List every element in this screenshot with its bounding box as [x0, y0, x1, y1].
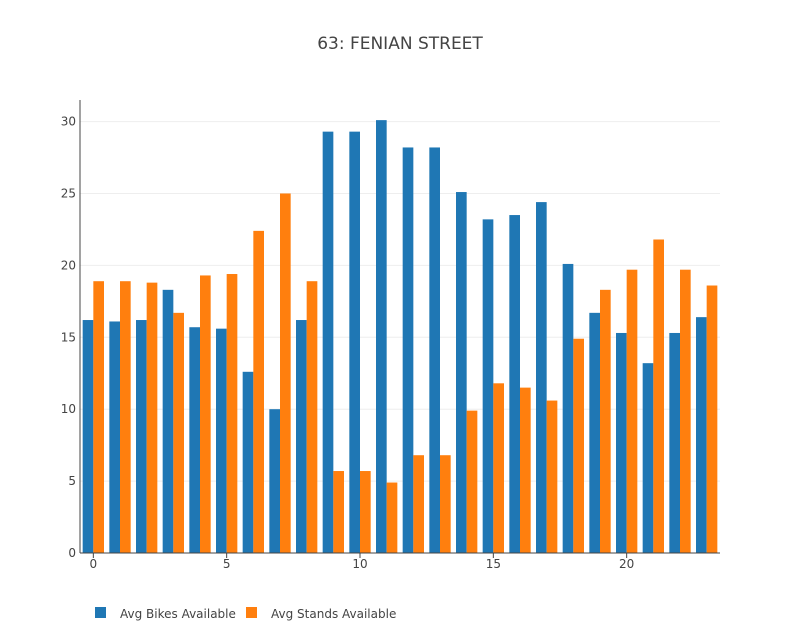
- chart-title: 63: FENIAN STREET: [317, 34, 483, 54]
- bar-stands: [93, 281, 104, 553]
- bar-stands: [466, 410, 478, 553]
- bar-bikes: [216, 328, 227, 553]
- bar-bikes: [402, 147, 414, 553]
- bar-stands: [280, 193, 291, 554]
- legend-label: Avg Bikes Available: [120, 607, 236, 621]
- bar-stands: [626, 269, 638, 553]
- bar-bikes: [429, 147, 440, 553]
- bar-bikes: [669, 332, 680, 553]
- legend: Avg Bikes Available Avg Stands Available: [95, 607, 396, 621]
- axes: 0 5 10 15 20 25 30 0 5 10 15 20: [61, 100, 720, 571]
- bar-stands: [306, 281, 318, 553]
- bar-stands: [200, 275, 211, 553]
- bar-bikes: [616, 332, 627, 553]
- grid-lines: [80, 121, 720, 482]
- x-tick-label: 15: [486, 557, 501, 571]
- y-tick-label: 20: [61, 258, 76, 272]
- bar-stands: [413, 455, 424, 553]
- y-tick-label: 10: [61, 402, 76, 416]
- bar-bikes: [189, 327, 200, 553]
- bar-bikes: [296, 320, 307, 553]
- bar-bikes: [376, 120, 387, 553]
- y-tick-label: 30: [61, 115, 76, 129]
- bar-bikes: [322, 131, 334, 553]
- bar-stands: [360, 471, 371, 553]
- bar-stands: [546, 400, 558, 553]
- bar-stands: [120, 281, 131, 553]
- bar-stands: [146, 282, 158, 553]
- legend-label: Avg Stands Available: [271, 607, 396, 621]
- bar-bikes: [482, 219, 494, 554]
- bar-stands: [493, 383, 504, 553]
- bar-bikes: [696, 317, 707, 553]
- bar-stands: [386, 482, 398, 553]
- y-tick-label: 5: [68, 474, 76, 488]
- bar-bikes: [589, 312, 600, 553]
- bar-bikes: [642, 363, 654, 553]
- bar-bikes: [136, 320, 147, 553]
- legend-swatch: [246, 607, 257, 618]
- bar-bikes: [536, 202, 547, 553]
- bar-bikes: [82, 320, 94, 553]
- bar-stands: [600, 289, 611, 553]
- bar-stands: [226, 274, 238, 553]
- x-tick-label: 20: [619, 557, 634, 571]
- bar-bikes: [562, 263, 574, 553]
- bar-stands: [173, 312, 184, 553]
- y-tick-label: 25: [61, 186, 76, 200]
- y-tick-label: 15: [61, 330, 76, 344]
- bar-stands: [706, 285, 718, 553]
- y-tick-label: 0: [68, 546, 76, 560]
- bar-stands: [573, 338, 584, 553]
- bar-stands: [333, 471, 344, 553]
- x-tick-label: 10: [352, 557, 367, 571]
- bar-bikes: [162, 289, 174, 553]
- bar-stands: [520, 387, 531, 553]
- bar-bikes: [456, 192, 467, 554]
- bar-stands: [440, 455, 451, 553]
- bar-bikes: [109, 321, 120, 553]
- bar-bikes: [349, 131, 360, 553]
- bar-stands: [680, 269, 691, 553]
- bar-bikes: [509, 215, 520, 554]
- bar-stands: [253, 230, 264, 553]
- bar-bikes: [242, 371, 254, 553]
- bars: [82, 120, 718, 554]
- x-tick-label: 0: [90, 557, 98, 571]
- bar-stands: [653, 239, 664, 553]
- bar-bikes: [269, 409, 280, 553]
- x-tick-label: 5: [223, 557, 231, 571]
- legend-swatch: [95, 607, 106, 618]
